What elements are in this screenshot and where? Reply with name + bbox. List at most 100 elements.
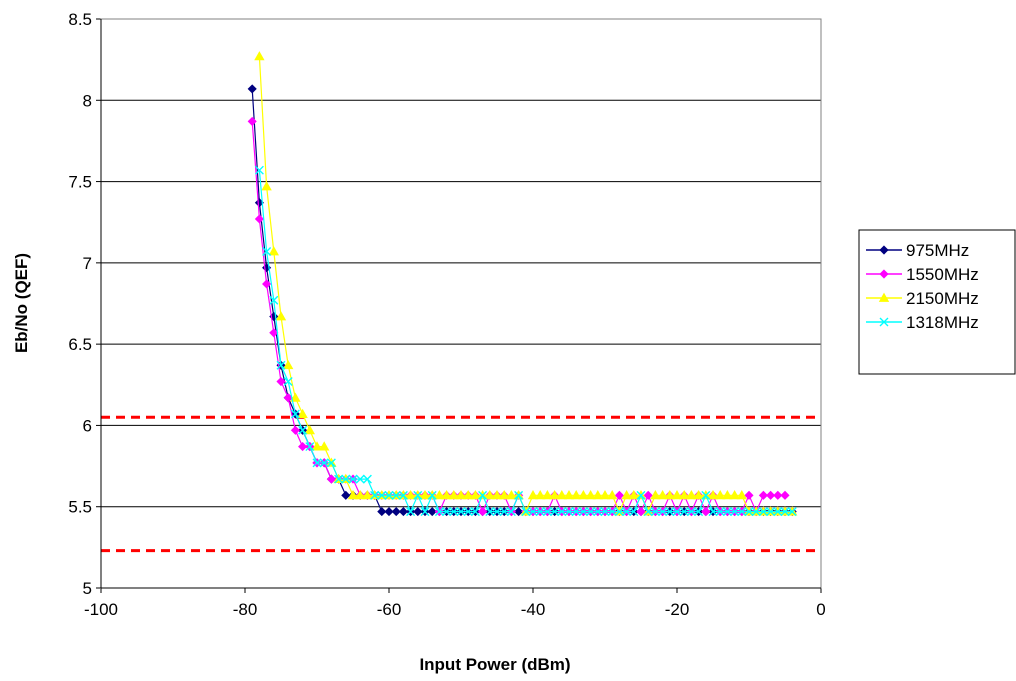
data-point	[780, 507, 790, 517]
series-line	[258, 56, 793, 514]
data-point	[290, 409, 300, 419]
data-point	[600, 507, 610, 517]
data-point	[269, 295, 279, 305]
data-point	[707, 490, 719, 500]
data-point	[427, 490, 437, 500]
data-point	[542, 507, 552, 517]
data-point	[744, 490, 754, 500]
data-point	[686, 507, 696, 517]
data-point	[405, 490, 416, 500]
data-point	[398, 490, 408, 500]
data-point	[766, 490, 776, 500]
data-point	[391, 507, 401, 517]
data-point	[434, 507, 444, 517]
data-point	[377, 490, 387, 500]
data-point	[311, 441, 323, 451]
data-point	[715, 507, 725, 517]
data-point	[636, 507, 646, 517]
data-point	[470, 507, 480, 517]
data-point	[593, 507, 603, 517]
data-point	[787, 507, 797, 517]
legend-label: 1550MHz	[906, 265, 979, 284]
legend-item: 1550MHz	[866, 265, 979, 284]
data-point	[658, 507, 668, 517]
data-point	[485, 507, 495, 517]
data-point	[499, 490, 510, 500]
x-tick-label: -100	[84, 600, 118, 619]
y-tick-label: 8	[83, 91, 92, 110]
data-point	[679, 490, 690, 500]
data-point	[491, 490, 503, 500]
series-2150MHz	[254, 51, 798, 516]
data-point	[413, 507, 423, 517]
data-point	[766, 507, 776, 517]
data-point	[419, 490, 431, 500]
series-line	[251, 88, 793, 513]
data-point	[514, 490, 524, 500]
data-point	[578, 507, 588, 517]
data-point	[592, 490, 603, 500]
x-tick-label: -60	[377, 600, 402, 619]
data-point	[650, 507, 660, 517]
series-975MHz	[247, 84, 797, 517]
series-line	[251, 121, 785, 514]
data-point	[535, 507, 545, 517]
legend-marker	[879, 317, 889, 327]
data-point	[564, 507, 574, 517]
data-point	[650, 490, 661, 500]
data-point	[427, 507, 437, 517]
data-point	[550, 507, 560, 517]
data-point	[341, 490, 351, 500]
data-point	[614, 490, 624, 500]
data-point	[557, 507, 567, 517]
data-point	[478, 507, 488, 517]
data-point	[312, 458, 322, 468]
data-point	[708, 507, 718, 517]
data-point	[384, 490, 394, 500]
data-point	[275, 311, 287, 321]
data-point	[276, 360, 286, 370]
data-point	[455, 490, 467, 500]
data-point	[701, 507, 711, 517]
data-point	[664, 490, 675, 500]
data-point	[283, 393, 293, 403]
legend: 975MHz 1550MHz 2150MHz 1318MHz	[858, 229, 1016, 375]
data-point	[276, 376, 286, 387]
data-point	[665, 507, 675, 517]
legend-item: 975MHz	[866, 241, 969, 260]
y-tick-label: 6.5	[68, 335, 92, 354]
data-point	[261, 181, 272, 191]
data-point	[571, 490, 582, 500]
legend-marker	[879, 269, 889, 279]
data-point	[679, 507, 689, 517]
data-point	[563, 490, 575, 500]
data-point	[413, 490, 423, 500]
x-tick-label: -40	[521, 600, 546, 619]
data-point	[715, 490, 726, 500]
legend-label: 2150MHz	[906, 289, 979, 308]
data-point	[442, 507, 452, 517]
data-point	[326, 458, 336, 468]
data-point	[283, 377, 293, 387]
data-point	[391, 490, 401, 500]
data-point	[434, 490, 445, 500]
data-point	[341, 474, 351, 484]
data-point	[362, 490, 373, 500]
data-point	[506, 507, 516, 517]
data-point	[370, 490, 380, 500]
data-point	[478, 490, 488, 500]
data-point	[701, 490, 711, 500]
data-point	[585, 490, 596, 500]
series-layer	[247, 51, 798, 517]
data-point	[290, 392, 301, 402]
data-point	[499, 507, 509, 517]
plot-area-border	[100, 18, 822, 589]
data-point	[542, 490, 553, 500]
data-point	[686, 490, 697, 500]
data-point	[448, 490, 459, 500]
y-tick-label: 6	[83, 416, 92, 435]
data-point	[621, 490, 632, 500]
data-point	[535, 490, 546, 500]
legend-label: 1318MHz	[906, 313, 979, 332]
x-tick-label: -20	[665, 600, 690, 619]
